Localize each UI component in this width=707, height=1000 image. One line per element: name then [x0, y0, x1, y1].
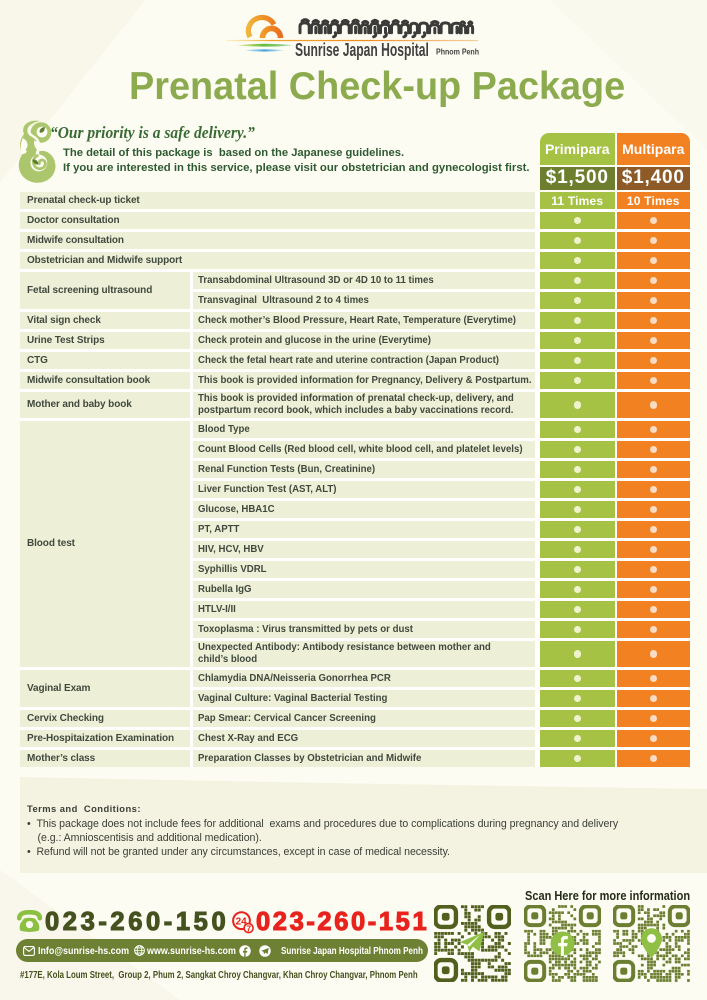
svg-text:Phnom Penh: Phnom Penh [436, 47, 479, 57]
svg-text:24: 24 [235, 916, 247, 927]
svg-text:Sunrise Japan Hospital: Sunrise Japan Hospital [295, 40, 429, 60]
svg-text:7: 7 [246, 923, 251, 933]
